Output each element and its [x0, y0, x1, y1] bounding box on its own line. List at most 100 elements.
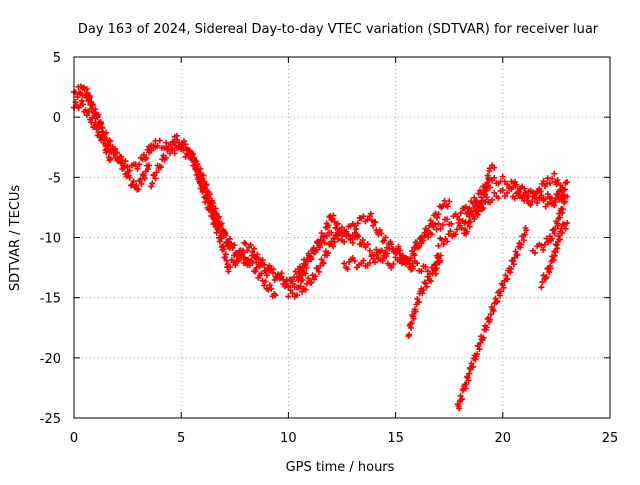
data-point — [466, 370, 473, 377]
data-point — [454, 226, 461, 233]
data-point — [364, 241, 371, 248]
data-point — [564, 179, 571, 186]
data-point — [466, 223, 473, 230]
data-point — [185, 147, 192, 154]
data-point — [437, 257, 444, 264]
data-point — [172, 142, 179, 149]
data-point — [476, 346, 483, 353]
data-point — [98, 120, 105, 127]
data-point — [518, 241, 525, 248]
data-point — [234, 252, 241, 259]
data-point — [485, 175, 492, 182]
data-point — [467, 207, 474, 214]
data-point — [504, 190, 511, 197]
data-point — [364, 216, 371, 223]
data-point — [372, 219, 379, 226]
data-point — [458, 224, 465, 231]
data-point — [475, 208, 482, 215]
data-point — [544, 191, 551, 198]
data-point — [119, 166, 126, 173]
data-point — [471, 194, 478, 201]
data-point — [502, 272, 509, 279]
data-point — [559, 206, 566, 213]
data-point — [152, 175, 159, 182]
data-point — [529, 198, 536, 205]
data-point — [523, 227, 530, 234]
data-point — [407, 255, 414, 262]
data-point — [531, 249, 538, 256]
data-point — [93, 126, 100, 133]
data-point — [486, 316, 493, 323]
data-point — [375, 255, 382, 262]
data-point — [423, 230, 430, 237]
data-point — [247, 241, 254, 248]
data-point — [143, 155, 150, 162]
data-point — [221, 228, 228, 235]
series-track-19 — [510, 170, 571, 208]
data-point — [195, 171, 202, 178]
data-point — [367, 210, 374, 217]
data-point — [207, 199, 214, 206]
data-point — [519, 195, 526, 202]
data-point — [483, 324, 490, 331]
data-point — [381, 237, 388, 244]
data-point — [534, 199, 541, 206]
data-point — [425, 234, 432, 241]
data-point — [420, 237, 427, 244]
data-point — [275, 271, 282, 278]
data-point — [437, 252, 444, 259]
data-point — [231, 242, 238, 249]
data-point — [302, 286, 309, 293]
data-point — [474, 351, 481, 358]
data-point — [480, 334, 487, 341]
data-point — [130, 178, 137, 185]
data-point — [113, 150, 120, 157]
data-point — [103, 149, 110, 156]
data-point — [216, 220, 223, 227]
data-point — [560, 186, 567, 193]
data-point — [415, 243, 422, 250]
data-point — [556, 236, 563, 243]
data-point — [500, 284, 507, 291]
data-point — [325, 222, 332, 229]
data-point — [512, 248, 519, 255]
data-point — [321, 232, 328, 239]
data-point — [432, 270, 439, 277]
y-tick-label: -5 — [48, 171, 61, 186]
data-point — [415, 298, 422, 305]
data-point — [154, 142, 161, 149]
data-point — [317, 262, 324, 269]
data-point — [223, 257, 230, 264]
data-point — [278, 273, 285, 280]
data-point — [134, 165, 141, 172]
data-point — [499, 173, 506, 180]
data-point — [218, 235, 225, 242]
data-point — [481, 191, 488, 198]
data-point — [191, 159, 198, 166]
data-point — [299, 277, 306, 284]
data-point — [251, 245, 258, 252]
x-tick-label: 20 — [495, 431, 512, 446]
data-point — [554, 191, 561, 198]
data-point — [220, 246, 227, 253]
data-point — [107, 138, 114, 145]
data-point — [408, 320, 415, 327]
data-point — [157, 164, 164, 171]
data-point — [418, 268, 425, 275]
data-point — [182, 144, 189, 151]
data-point — [517, 185, 524, 192]
data-point — [285, 293, 292, 300]
data-point — [138, 180, 145, 187]
data-point — [287, 287, 294, 294]
data-point — [222, 251, 229, 258]
data-point — [268, 285, 275, 292]
data-point — [86, 94, 93, 101]
data-point — [136, 161, 143, 168]
data-point — [423, 283, 430, 290]
series-track-9 — [341, 241, 416, 273]
data-point — [516, 188, 523, 195]
y-tick-label: 0 — [53, 111, 61, 126]
data-point — [156, 137, 163, 144]
data-point — [163, 139, 170, 146]
